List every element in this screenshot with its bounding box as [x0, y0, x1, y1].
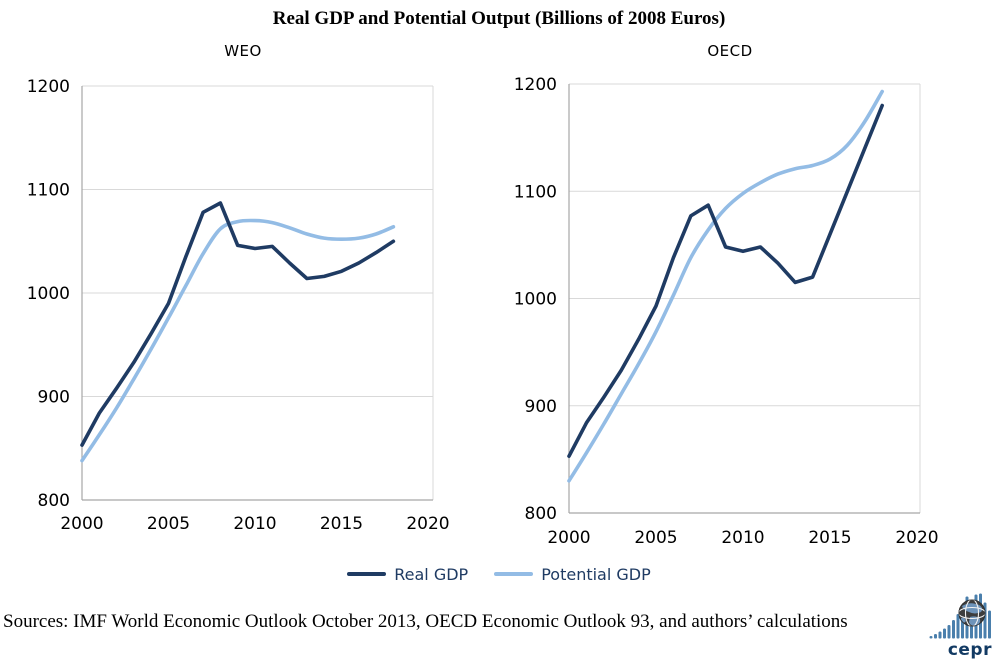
y-tick-label: 1000	[27, 284, 70, 304]
x-tick-label: 2010	[233, 514, 276, 534]
y-tick-label: 800	[38, 491, 70, 511]
logo-bar	[988, 610, 991, 639]
legend-swatch-real-gdp-icon	[347, 572, 387, 576]
oecd-panel-subtitle: OECD	[707, 42, 753, 60]
y-tick-label: 1000	[514, 290, 557, 310]
real-gdp-line	[80, 201, 396, 447]
x-tick-label: 2000	[547, 528, 590, 548]
cepr-logo-text: cepr	[947, 640, 992, 660]
chart-title: Real GDP and Potential Output (Billions …	[272, 8, 726, 29]
y-tick-label: 900	[38, 388, 70, 408]
x-tick-label: 2020	[406, 514, 449, 534]
x-tick-label: 2005	[634, 528, 677, 548]
x-tick-label: 2005	[147, 514, 190, 534]
y-tick-label: 1100	[514, 182, 557, 202]
potential-gdp-line	[80, 218, 396, 463]
logo-bar	[943, 628, 946, 639]
x-tick-label: 2000	[60, 514, 103, 534]
cepr-logo: cepr	[924, 593, 994, 660]
logo-bar	[938, 631, 942, 639]
x-tick-label: 2015	[808, 528, 851, 548]
logo-bar	[947, 625, 951, 639]
charts-canvas: 800 900 1000 1100 1200 2000 2005 2010 2015 2020 80…	[27, 75, 939, 548]
y-tick-label: 800	[525, 504, 557, 524]
y-tick-label: 900	[525, 397, 557, 417]
y-tick-label: 1200	[514, 75, 557, 95]
y-tick-label: 1200	[27, 77, 70, 97]
legend-label-potential-gdp: Potential GDP	[541, 564, 651, 584]
logo-bar	[956, 614, 960, 639]
y-tick-label: 1100	[27, 181, 70, 201]
legend-item-potential-gdp: Potential GDP	[494, 565, 651, 584]
cepr-logo-icon	[929, 593, 991, 639]
x-tick-label: 2010	[721, 528, 764, 548]
logo-bar	[934, 634, 937, 639]
legend-label-real-gdp: Real GDP	[394, 564, 469, 584]
weo-panel-subtitle: WEO	[224, 42, 262, 60]
legend-item-real-gdp: Real GDP	[347, 565, 468, 584]
legend: Real GDP Potential GDP	[0, 563, 998, 585]
logo-bar	[952, 620, 955, 639]
x-tick-label: 2020	[895, 528, 938, 548]
logo-bar	[929, 636, 933, 639]
footer-sources: Sources: IMF World Economic Outlook Octo…	[3, 611, 848, 632]
potential-gdp-line	[567, 89, 884, 483]
legend-swatch-potential-gdp-icon	[494, 572, 534, 576]
x-tick-label: 2015	[320, 514, 363, 534]
real-gdp-line	[567, 103, 885, 459]
